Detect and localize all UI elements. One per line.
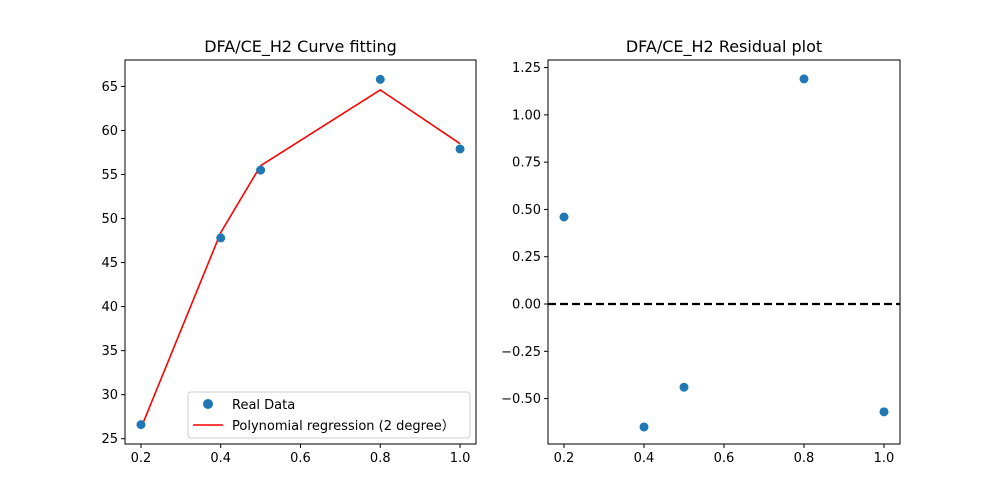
residual-marks (548, 74, 900, 432)
y-tick-label: 1.25 (512, 61, 541, 76)
legend-real-data-marker (203, 399, 213, 409)
x-tick-label: 0.4 (210, 451, 231, 466)
curve-fitting-legend: Real Data Polynomial regression (2 degre… (187, 391, 471, 439)
residual-point (559, 212, 569, 222)
y-tick-label: 25 (101, 432, 118, 447)
y-tick-label: 60 (101, 124, 118, 139)
curve-fitting-plot-area (125, 60, 476, 444)
y-tick-label: 55 (101, 168, 118, 183)
x-tick-label: 0.8 (370, 451, 391, 466)
y-tick-label: 0.75 (512, 156, 541, 171)
y-tick-label: −0.25 (501, 345, 541, 360)
real-data-point (375, 74, 385, 84)
curve-fitting-marks (136, 74, 465, 430)
legend-real-data-label: Real Data (232, 398, 295, 413)
residual-x-ticks: 0.2 0.4 0.6 0.8 1.0 (554, 444, 895, 466)
residual-panel: 0.2 0.4 0.6 0.8 1.0 −0.50 −0.25 0.00 0.25 0.50 0.… (501, 37, 901, 466)
real-data-point (256, 165, 266, 175)
y-tick-label: 35 (101, 344, 118, 359)
y-tick-label: 0.25 (512, 250, 541, 265)
y-tick-label: 30 (101, 388, 118, 403)
curve-fitting-axes-frame (124, 59, 477, 445)
x-tick-label: 0.8 (794, 451, 815, 466)
y-tick-label: 50 (101, 212, 118, 227)
y-tick-label: 1.00 (512, 108, 541, 123)
curve-fitting-y-ticks: 25 30 35 40 45 50 55 60 65 (101, 80, 125, 447)
residual-y-ticks: −0.50 −0.25 0.00 0.25 0.50 0.75 1.00 1.25 (501, 61, 548, 407)
x-tick-label: 0.6 (714, 451, 735, 466)
real-data-point (136, 420, 146, 430)
residual-plot-area (548, 60, 900, 444)
x-tick-label: 0.6 (290, 451, 311, 466)
y-tick-label: 40 (101, 300, 118, 315)
legend-box (187, 391, 471, 439)
residual-point (679, 382, 689, 392)
y-tick-label: 65 (101, 80, 118, 95)
x-tick-label: 0.2 (554, 451, 575, 466)
curve-fitting-x-ticks: 0.2 0.4 0.6 0.8 1.0 (131, 444, 471, 466)
residual-title: DFA/CE_H2 Residual plot (626, 37, 822, 57)
x-tick-label: 0.4 (634, 451, 655, 466)
y-tick-label: 45 (101, 256, 118, 271)
real-data-point (455, 144, 465, 154)
y-tick-label: −0.50 (501, 392, 541, 407)
x-tick-label: 1.0 (874, 451, 895, 466)
x-tick-label: 0.2 (131, 451, 152, 466)
residual-point (879, 407, 889, 417)
x-tick-label: 1.0 (450, 451, 471, 466)
y-tick-label: 0.50 (512, 203, 541, 218)
residual-point (639, 422, 649, 432)
y-tick-label: 0.00 (512, 298, 541, 313)
residual-axes-frame (547, 59, 901, 445)
curve-fitting-title: DFA/CE_H2 Curve fitting (204, 37, 397, 57)
residual-point (799, 74, 809, 84)
legend-regression-label: Polynomial regression (2 degree） (232, 419, 455, 434)
real-data-point (216, 233, 226, 243)
curve-fitting-panel: 0.2 0.4 0.6 0.8 1.0 25 30 35 40 45 50 55 60 65 DFA/C… (101, 37, 477, 466)
